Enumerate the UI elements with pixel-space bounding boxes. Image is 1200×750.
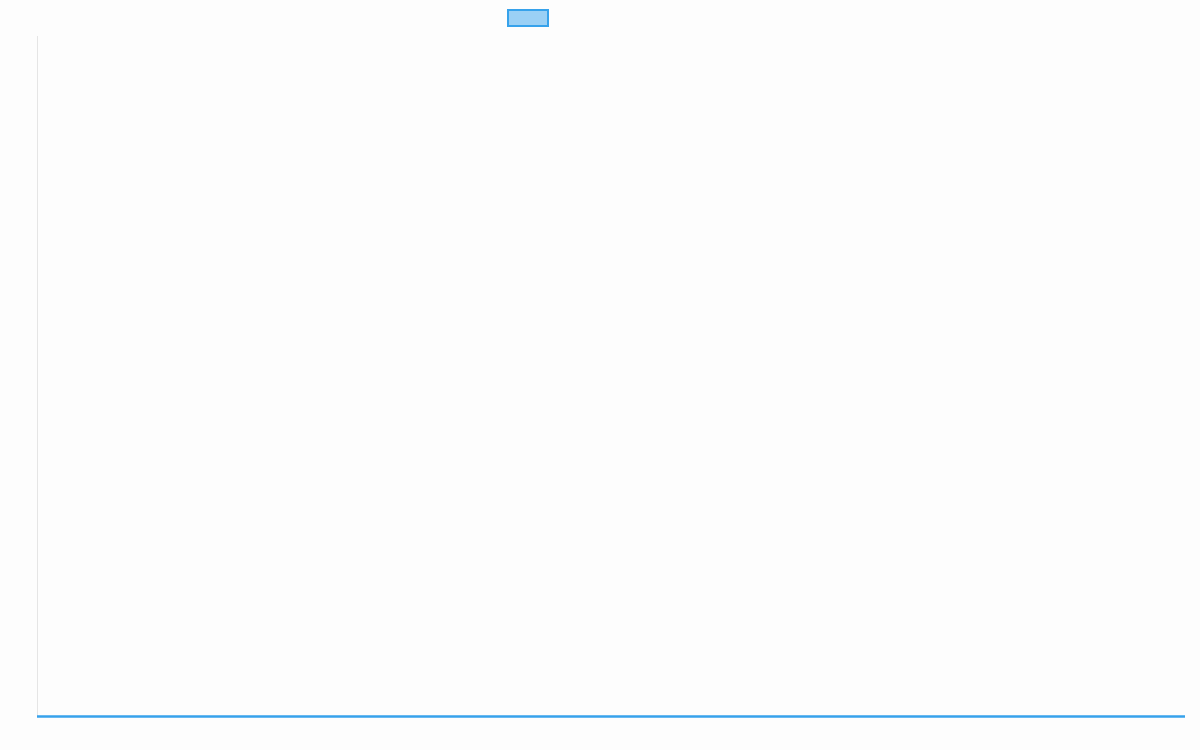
legend[interactable]: [507, 9, 549, 27]
legend-swatch[interactable]: [507, 9, 549, 27]
